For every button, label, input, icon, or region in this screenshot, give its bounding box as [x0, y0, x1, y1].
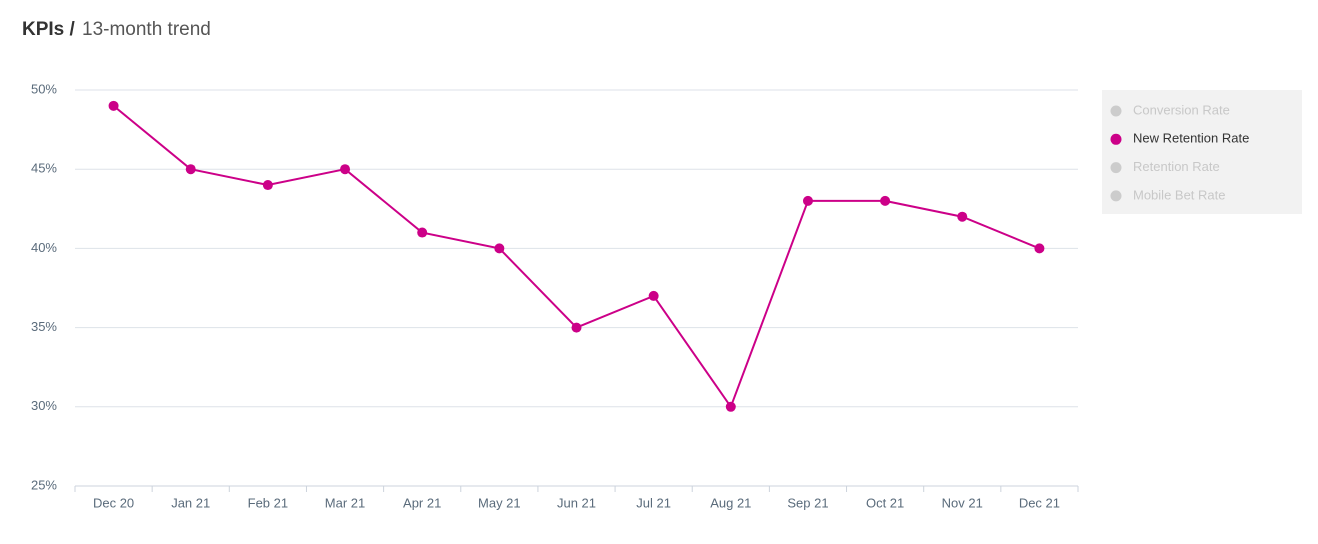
- x-tick-label: Jan 21: [171, 495, 210, 510]
- x-tick-label: Dec 20: [93, 495, 134, 510]
- legend-label[interactable]: Conversion Rate: [1133, 102, 1230, 117]
- chart-subtitle: 13-month trend: [82, 19, 211, 40]
- x-tick-label: Feb 21: [248, 495, 288, 510]
- point: [802, 195, 813, 206]
- point: [185, 164, 196, 175]
- legend-label[interactable]: Retention Rate: [1133, 159, 1220, 174]
- y-tick-label: 30%: [31, 398, 57, 413]
- point: [494, 243, 505, 254]
- point: [417, 227, 428, 238]
- point: [108, 100, 119, 111]
- legend-marker[interactable]: [1110, 133, 1122, 145]
- x-tick-label: Mar 21: [325, 495, 365, 510]
- legend-label[interactable]: New Retention Rate: [1133, 131, 1249, 146]
- point: [880, 195, 891, 206]
- legend-marker[interactable]: [1110, 105, 1122, 117]
- point: [262, 180, 273, 191]
- x-tick-label: Jun 21: [557, 495, 596, 510]
- y-tick-label: 25%: [31, 477, 57, 492]
- x-tick-label: Apr 21: [403, 495, 441, 510]
- y-tick-label: 35%: [31, 319, 57, 334]
- x-tick-label: Aug 21: [710, 495, 751, 510]
- point: [340, 164, 351, 175]
- chart-title: KPIs /: [22, 19, 76, 40]
- x-tick-label: Dec 21: [1019, 495, 1060, 510]
- point: [725, 401, 736, 412]
- x-tick-label: Nov 21: [942, 495, 983, 510]
- legend-marker[interactable]: [1110, 162, 1122, 174]
- line: [112, 105, 1040, 409]
- y-tick-label: 50%: [31, 81, 57, 96]
- point: [648, 290, 659, 301]
- point: [1034, 243, 1045, 254]
- x-tick-label: May 21: [478, 495, 521, 510]
- point: [571, 322, 582, 333]
- x-tick-label: Jul 21: [636, 495, 671, 510]
- legend-box: [1102, 90, 1302, 214]
- legend-label[interactable]: Mobile Bet Rate: [1133, 187, 1226, 202]
- x-tick-label: Oct 21: [866, 495, 904, 510]
- point: [957, 211, 968, 222]
- y-tick-label: 45%: [31, 161, 57, 176]
- x-tick-label: Sep 21: [787, 495, 828, 510]
- y-tick-label: 40%: [31, 240, 57, 255]
- legend-marker[interactable]: [1110, 190, 1122, 202]
